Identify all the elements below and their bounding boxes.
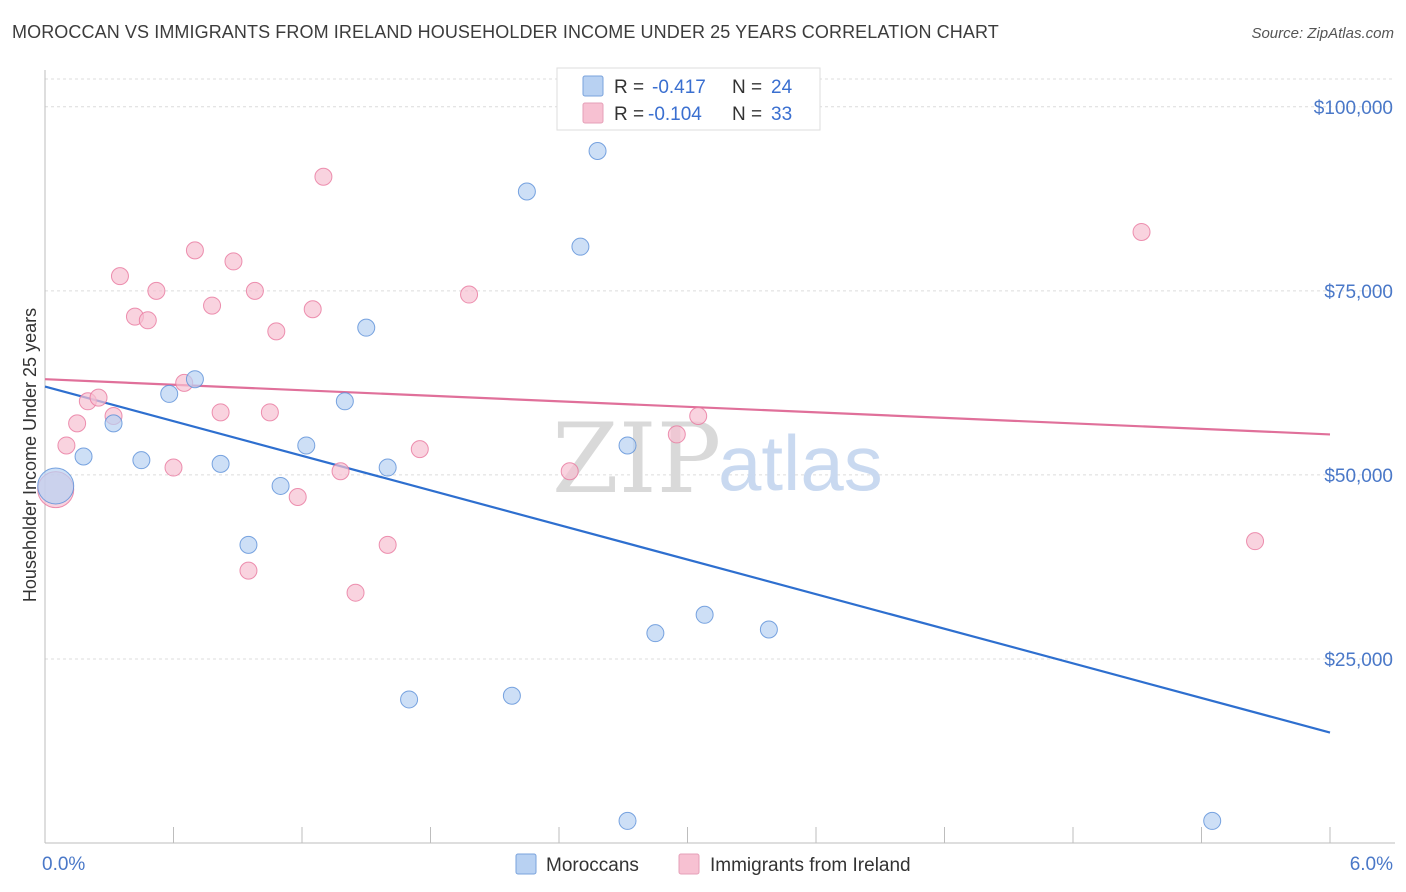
- ireland-point: [245, 281, 264, 300]
- ireland-point: [68, 414, 87, 433]
- chart-title: MOROCCAN VS IMMIGRANTS FROM IRELAND HOUS…: [12, 22, 999, 42]
- ireland-point: [689, 407, 708, 426]
- watermark: ZIP atlas: [552, 403, 883, 515]
- legend-moroccans: Moroccans: [546, 855, 639, 876]
- legend-r-value-2: -0.104: [648, 104, 702, 125]
- legend-n-value-2: 33: [771, 104, 792, 125]
- moroccans-point: [695, 605, 714, 624]
- moroccans-point: [400, 690, 419, 709]
- axes: [44, 70, 1395, 844]
- ireland-point: [560, 462, 579, 481]
- ireland-point: [211, 403, 230, 422]
- ireland-point: [185, 241, 204, 260]
- y-tick-label: $75,000: [1324, 282, 1393, 303]
- ireland-point: [410, 440, 429, 459]
- x-tick-label: 6.0%: [1350, 854, 1393, 875]
- legend-ireland: Immigrants from Ireland: [710, 855, 911, 876]
- ireland-point: [346, 583, 365, 602]
- ireland-point: [164, 458, 183, 477]
- ireland-point: [378, 535, 397, 554]
- legend-ireland-swatch: [678, 853, 700, 875]
- y-tick-labels: $25,000 $50,000 $75,000 $100,000: [1314, 98, 1393, 671]
- legend-moroccans-swatch: [515, 853, 537, 875]
- ireland-point: [1246, 532, 1265, 551]
- watermark-atlas: atlas: [718, 419, 883, 507]
- x-tick-label: 0.0%: [42, 854, 85, 875]
- moroccans-point: [211, 454, 230, 473]
- ireland-point: [110, 267, 129, 286]
- moroccans-point: [297, 436, 316, 455]
- ireland-point: [239, 561, 258, 580]
- legend-r-value-1: -0.417: [652, 77, 706, 98]
- y-axis-label: Householder Income Under 25 years: [20, 308, 40, 602]
- trend-line-moroccans: [44, 385, 1331, 734]
- moroccans-point: [271, 476, 290, 495]
- ireland-point: [260, 403, 279, 422]
- moroccans-point: [104, 414, 123, 433]
- y-tick-label: $100,000: [1314, 98, 1393, 119]
- trend-lines: [44, 378, 1331, 734]
- source-label: Source: ZipAtlas.com: [1251, 25, 1394, 42]
- trend-line-ireland: [44, 378, 1331, 436]
- moroccans-point: [239, 535, 258, 554]
- legend-n-value-1: 24: [771, 77, 793, 98]
- ireland-point: [331, 462, 350, 481]
- moroccans-point: [335, 392, 354, 411]
- ireland-point: [288, 487, 307, 506]
- x-tick-labels: 0.0% 6.0%: [42, 854, 1393, 875]
- legend-r-label-2: R =: [614, 104, 644, 125]
- moroccans-point: [618, 811, 637, 830]
- data-points: [37, 141, 1265, 830]
- moroccans-point: [357, 318, 376, 337]
- moroccans-point: [618, 436, 637, 455]
- moroccans-swatch: [582, 75, 604, 97]
- legend-r-label-1: R =: [614, 77, 644, 98]
- ireland-point: [203, 296, 222, 315]
- moroccans-point: [1203, 811, 1222, 830]
- series-legend: Moroccans Immigrants from Ireland: [515, 853, 911, 876]
- ireland-point: [224, 252, 243, 271]
- ireland-point: [57, 436, 76, 455]
- moroccans-point: [502, 686, 521, 705]
- moroccans-point: [160, 384, 179, 403]
- ireland-swatch: [582, 102, 604, 124]
- moroccans-point: [588, 141, 607, 160]
- moroccans-point: [571, 237, 590, 256]
- y-tick-label: $25,000: [1324, 650, 1393, 671]
- ireland-point: [267, 322, 286, 341]
- moroccans-point: [132, 451, 151, 470]
- stats-legend: R = -0.417 N = 24 R = -0.104 N = 33: [556, 67, 821, 131]
- ireland-point: [89, 388, 108, 407]
- ireland-point: [314, 167, 333, 186]
- moroccans-point: [74, 447, 93, 466]
- ireland-point: [138, 311, 157, 330]
- legend-n-label-1: N =: [732, 77, 762, 98]
- legend-n-label-2: N =: [732, 104, 762, 125]
- moroccans-point: [378, 458, 397, 477]
- ireland-point: [667, 425, 686, 444]
- moroccans-point: [759, 620, 778, 639]
- ireland-point: [303, 300, 322, 319]
- moroccans-point: [185, 370, 204, 389]
- moroccans-point: [517, 182, 536, 201]
- y-tick-label: $50,000: [1324, 466, 1393, 487]
- moroccans-point: [646, 624, 665, 643]
- ireland-point: [147, 281, 166, 300]
- ireland-point: [1132, 222, 1151, 241]
- ireland-point: [460, 285, 479, 304]
- moroccans-point: [37, 467, 75, 505]
